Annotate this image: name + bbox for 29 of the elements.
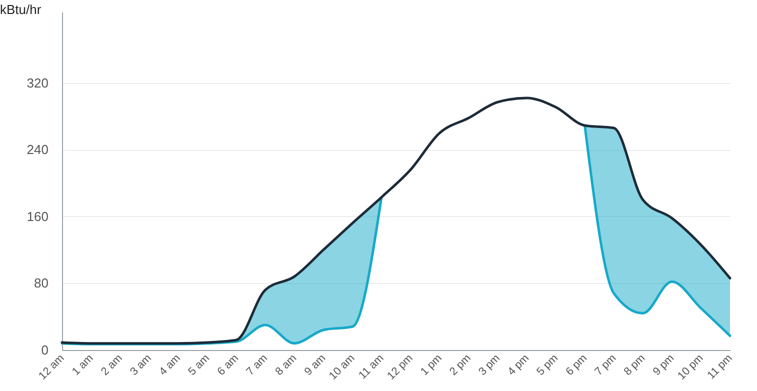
x-tick-label: 4 pm [506, 352, 532, 378]
x-tick-label: 2 am [99, 352, 125, 378]
x-tick-label: 9 am [302, 352, 328, 378]
y-tick-label: 80 [34, 276, 48, 291]
x-tick-label: 8 am [273, 352, 300, 378]
x-tick-label: 8 pm [622, 352, 648, 378]
y-axis-title: kBtu/hr [0, 2, 42, 17]
x-tick-label: 1 pm [418, 352, 444, 378]
x-tick-label: 7 pm [592, 352, 619, 378]
x-tick-label: 9 pm [650, 352, 677, 378]
x-tick-label: 11 pm [705, 352, 735, 382]
x-tick-label: 11 am [356, 352, 386, 382]
y-tick-label: 320 [26, 75, 48, 90]
x-tick-label: 10 pm [676, 352, 706, 382]
y-tick-label: 240 [26, 142, 48, 158]
x-tick-label: 6 am [215, 352, 242, 378]
x-tick-label: 12 pm [385, 352, 416, 382]
x-tick-label: 10 am [327, 352, 358, 382]
x-tick-label: 2 pm [448, 352, 474, 378]
x-tick-label: 3 pm [476, 352, 502, 378]
x-tick-label: 6 pm [564, 352, 590, 378]
y-tick-label: 0 [41, 342, 48, 358]
x-tick-label: 4 am [157, 352, 183, 378]
x-tick-label: 1 am [70, 352, 96, 378]
x-tick-label: 3 am [128, 352, 154, 378]
x-tick-label: 5 pm [534, 352, 560, 378]
x-tick-label: 5 am [186, 352, 212, 378]
y-tick-label: 160 [26, 208, 48, 224]
x-tick-label: 7 am [244, 352, 270, 378]
